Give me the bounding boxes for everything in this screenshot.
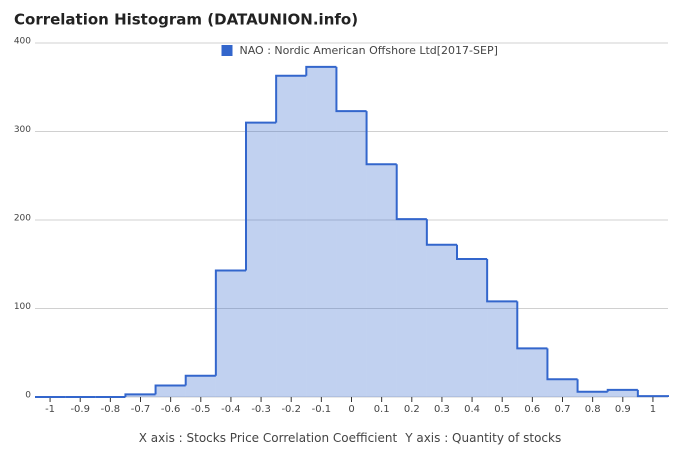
histogram-outline — [245, 121, 277, 271]
x-tick-label: -0.5 — [191, 404, 211, 415]
x-tick-label: 0.9 — [615, 404, 631, 415]
x-tick-label: -0.1 — [312, 404, 332, 415]
y-axis-label: Y axis : Quantity of stocks — [404, 431, 561, 445]
histogram-bar — [366, 164, 397, 397]
x-tick-label: 0.3 — [434, 404, 450, 415]
x-tick-label: -0.6 — [161, 404, 181, 415]
histogram-outline — [275, 74, 307, 123]
legend-swatch — [221, 45, 233, 56]
y-tick-label: 100 — [14, 302, 31, 312]
histogram-bar — [396, 219, 427, 397]
x-tick-label: -0.3 — [251, 404, 271, 415]
axis-caption: X axis : Stocks Price Correlation Coeffi… — [139, 431, 561, 445]
x-tick-label: 0.6 — [524, 404, 540, 415]
histogram-bar — [547, 379, 578, 397]
x-tick-label: -0.4 — [221, 404, 241, 415]
histogram-bar — [426, 244, 457, 397]
histogram-bar — [185, 375, 216, 397]
histogram-outline — [576, 379, 608, 393]
histogram-outline — [154, 384, 186, 395]
histogram-outline — [184, 374, 216, 386]
chart-title: Correlation Histogram (DATAUNION.info) — [14, 11, 358, 29]
x-tick-label: -0.2 — [281, 404, 301, 415]
x-tick-label: 1 — [650, 404, 656, 415]
x-tick-label: 0.1 — [374, 404, 390, 415]
x-tick-label: 0.7 — [555, 404, 571, 415]
histogram-outline — [516, 301, 548, 350]
y-tick-label: 400 — [14, 37, 31, 47]
histogram-outline — [335, 66, 367, 113]
histogram-outline — [456, 244, 488, 260]
histogram-bar — [457, 258, 488, 397]
x-tick-label: -0.8 — [101, 404, 121, 415]
histogram-bar — [246, 122, 277, 398]
histogram-outline — [546, 348, 578, 381]
histogram-outline — [214, 269, 246, 376]
histogram-bar — [306, 66, 337, 398]
histogram-outline — [425, 219, 457, 246]
y-tick-label: 0 — [25, 391, 31, 401]
histogram-bar — [517, 348, 548, 397]
x-tick-label: 0.4 — [464, 404, 480, 415]
x-tick-label: 0.2 — [404, 404, 420, 415]
histogram-bar — [607, 389, 638, 397]
histogram-outline — [486, 258, 518, 303]
histogram-outline — [365, 111, 397, 166]
histogram-outline — [124, 393, 156, 397]
histogram-bar — [276, 75, 307, 398]
histogram-bar — [215, 270, 246, 397]
x-tick-label: -0.7 — [131, 404, 151, 415]
x-tick-label: -0.9 — [70, 404, 90, 415]
histogram-bar — [487, 301, 518, 397]
histogram-outline — [636, 389, 669, 398]
histogram-bar — [155, 385, 186, 397]
y-tick-label: 300 — [14, 125, 31, 135]
histogram-outline — [606, 388, 638, 392]
y-tick-label: 200 — [14, 214, 31, 224]
x-axis-label: X axis : Stocks Price Correlation Coeffi… — [139, 431, 398, 445]
x-tick-label: 0.5 — [494, 404, 510, 415]
histogram-bar — [336, 111, 367, 398]
x-tick-label: 0.8 — [585, 404, 601, 415]
x-tick-label: 0 — [348, 404, 354, 415]
histogram-outline — [395, 164, 427, 221]
legend-label: NAO : Nordic American Offshore Ltd[2017-… — [240, 44, 498, 57]
histogram-bar — [125, 394, 156, 397]
histogram-bar — [577, 391, 608, 397]
histogram-outline — [305, 65, 337, 76]
x-tick-label: -1 — [45, 404, 55, 415]
